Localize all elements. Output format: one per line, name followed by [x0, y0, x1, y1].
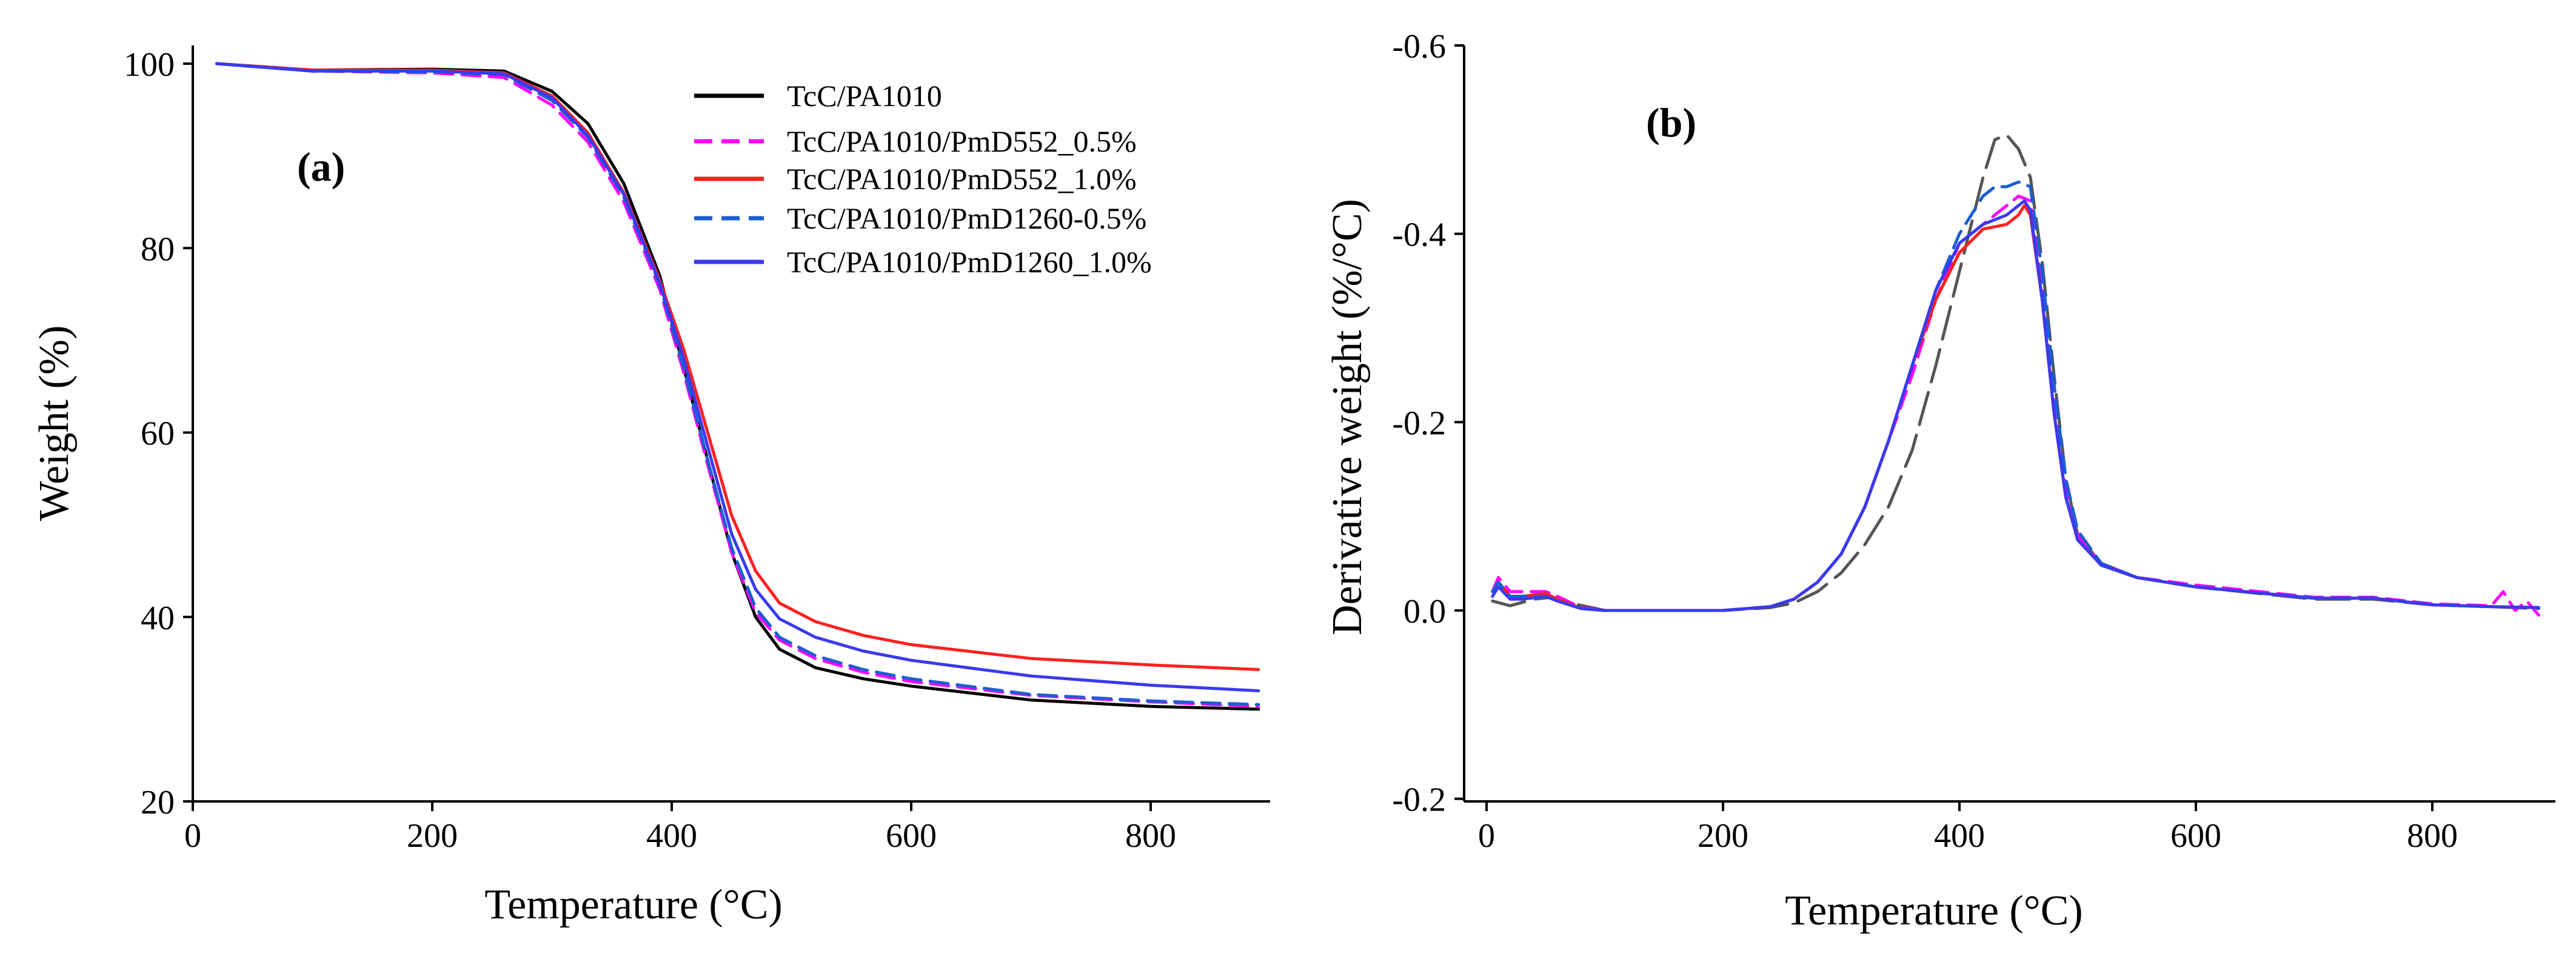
panel-a-y-ticks: 20 40 60 80 100: [124, 46, 193, 821]
series-line-4: [1491, 180, 2540, 612]
legend: TcC/PA1010 TcC/PA1010/PmD552_0.5% TcC/PA…: [694, 79, 1152, 279]
y-tick-label: -0.6: [1392, 28, 1446, 65]
legend-label: TcC/PA1010/PmD1260-0.5%: [787, 201, 1146, 235]
x-tick-label: 800: [2407, 817, 2458, 855]
x-tick-label: 600: [2170, 817, 2221, 855]
series-line-3: [1491, 204, 2540, 612]
legend-label: TcC/PA1010: [787, 79, 942, 113]
panel-b-y-axis-title: Derivative weight (%/°C): [1324, 199, 1371, 635]
panel-a-x-ticks: 0 200 400 600 800: [184, 801, 1176, 855]
panel-b-x-axis-title: Temperature (°C): [1785, 887, 2083, 934]
panel-a-axes: [192, 45, 1270, 803]
y-tick-label: 60: [141, 415, 175, 453]
x-tick-label: 400: [646, 817, 697, 855]
panel-a-y-axis-title: Weight (%): [31, 326, 78, 521]
series-line-4: [215, 62, 1260, 706]
legend-item: TcC/PA1010: [694, 79, 942, 113]
y-tick-label: -0.4: [1392, 216, 1446, 254]
x-tick-label: 400: [1934, 817, 1985, 855]
panel-a-weight-chart: 0 200 400 600 800 20 40 60 80 100 (a) Temperatur…: [31, 45, 1270, 928]
series-line-5: [215, 62, 1260, 692]
y-tick-label: -0.2: [1392, 404, 1446, 442]
series-line-2: [215, 62, 1260, 708]
x-tick-label: 200: [407, 817, 458, 855]
x-tick-label: 200: [1698, 817, 1748, 855]
y-tick-label: 0.0: [1403, 593, 1446, 630]
legend-item: TcC/PA1010/PmD1260-0.5%: [694, 201, 1146, 235]
x-tick-label: 0: [1478, 817, 1495, 855]
x-tick-label: 600: [886, 817, 937, 855]
panel-a-x-axis-title: Temperature (°C): [484, 881, 782, 928]
y-tick-label: 20: [141, 784, 175, 821]
legend-item: TcC/PA1010/PmD552_1.0%: [694, 162, 1137, 196]
series-line-1: [215, 62, 1260, 711]
legend-item: TcC/PA1010/PmD552_0.5%: [694, 124, 1137, 158]
panel-b-series-lines: [1491, 133, 2540, 617]
panel-a-series-lines: [215, 62, 1260, 711]
panel-a-label: (a): [297, 144, 345, 190]
series-line-5: [1491, 199, 2540, 612]
legend-label: TcC/PA1010/PmD552_0.5%: [787, 124, 1137, 158]
y-tick-label: 100: [124, 46, 175, 84]
y-tick-label: 40: [141, 600, 175, 637]
y-tick-label: -0.2: [1392, 781, 1446, 819]
panel-b-derivative-chart: 0 200 400 600 800 -0.6 -0.4 -0.2 0.0 -0.2 (b) Te…: [1324, 28, 2555, 934]
legend-item: TcC/PA1010/PmD1260_1.0%: [694, 245, 1152, 279]
panel-b-label: (b): [1646, 99, 1696, 145]
x-tick-label: 800: [1125, 817, 1176, 855]
legend-label: TcC/PA1010/PmD552_1.0%: [787, 162, 1137, 196]
panel-b-axes: [1463, 45, 2555, 803]
legend-label: TcC/PA1010/PmD1260_1.0%: [787, 245, 1152, 279]
panel-b-y-ticks: -0.6 -0.4 -0.2 0.0 -0.2: [1392, 28, 1464, 819]
panel-b-x-ticks: 0 200 400 600 800: [1478, 801, 2458, 855]
x-tick-label: 0: [184, 817, 201, 855]
y-tick-label: 80: [141, 230, 175, 268]
series-line-2: [1491, 195, 2540, 617]
